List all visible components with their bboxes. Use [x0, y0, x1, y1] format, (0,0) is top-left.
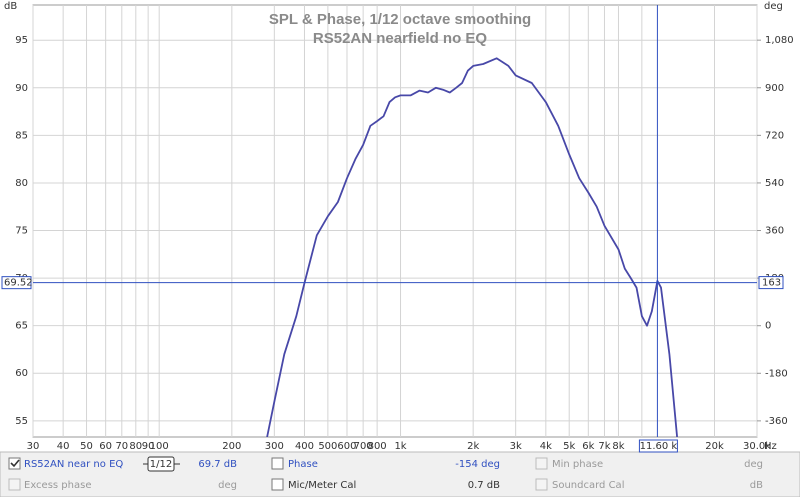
y-tick-label: 80: [15, 178, 28, 189]
excess-phase-unit: deg: [218, 480, 237, 491]
excess-phase-label: Excess phase: [24, 480, 92, 491]
min-phase-unit: deg: [744, 459, 763, 470]
soundcard-cal-label: Soundcard Cal: [552, 480, 624, 491]
min-phase-label: Min phase: [552, 459, 603, 470]
checkmark: [10, 459, 20, 468]
x-tick-label: 5k: [563, 441, 575, 452]
control-panel: [0, 451, 800, 497]
y2-unit: deg: [764, 1, 783, 12]
y2-tick-label: -180: [765, 368, 788, 379]
phase-label: Phase: [288, 459, 318, 470]
chart-subtitle: RS52AN nearfield no EQ: [313, 30, 488, 47]
y-tick-label: 65: [15, 321, 28, 332]
phase-value: -154 deg: [455, 459, 500, 470]
y2-tick-label: 1,080: [765, 35, 794, 46]
checkbox[interactable]: [271, 478, 284, 491]
x-tick-label: 70: [115, 441, 128, 452]
x-tick-label: 1k: [394, 441, 406, 452]
x-tick-label: 50: [80, 441, 93, 452]
cursor-label-box: [1, 276, 32, 290]
smoothing: 1/12: [150, 459, 172, 470]
plot-area: [32, 4, 758, 438]
x-tick-label: 20k: [705, 441, 724, 452]
x-tick-label: 500: [318, 441, 337, 452]
legend-label: RS52AN near no EQ: [24, 459, 123, 470]
y-tick-label: 55: [15, 416, 28, 427]
cursor-y2-label: 163: [762, 278, 781, 289]
cursor-x-label: 11.60 k: [640, 441, 678, 452]
x-tick-label: 800: [368, 441, 387, 452]
y2-tick-label: 540: [765, 178, 784, 189]
x-tick-label: 4k: [540, 441, 552, 452]
x-tick-label: 80: [129, 441, 142, 452]
cursor-y-label: 69.52: [4, 278, 33, 289]
spl-curve: [266, 57, 678, 437]
x-tick-label: 90: [142, 441, 155, 452]
checkbox[interactable]: [535, 457, 548, 470]
x-tick-label: 30.0k: [743, 441, 771, 452]
mic-cal-value: 0.7 dB: [468, 480, 500, 491]
checkbox[interactable]: [271, 457, 284, 470]
y-tick-label: 85: [15, 130, 28, 141]
chart-title: SPL & Phase, 1/12 octave smoothing: [269, 11, 531, 28]
x-tick-label: 8k: [612, 441, 624, 452]
mic-cal-label: Mic/Meter Cal: [288, 480, 356, 491]
x-tick-label: 6k: [582, 441, 594, 452]
x-tick-label: 30: [27, 441, 40, 452]
cursor-label-box: [638, 439, 678, 453]
y-tick-label: 90: [15, 83, 28, 94]
soundcard-cal-unit: dB: [750, 480, 763, 491]
spl-value: 69.7 dB: [198, 459, 237, 470]
y2-tick-label: 0: [765, 321, 771, 332]
x-tick-label: 200: [222, 441, 241, 452]
x-tick-label: 100: [150, 441, 169, 452]
y-tick-label: 60: [15, 368, 28, 379]
x-tick-label: 300: [265, 441, 284, 452]
y2-tick-label: 900: [765, 83, 784, 94]
y-tick-label: 75: [15, 226, 28, 237]
y-unit: dB: [4, 1, 17, 12]
checkbox[interactable]: [535, 478, 548, 491]
x-tick-label: 60: [99, 441, 112, 452]
checkbox[interactable]: [8, 457, 21, 470]
checkbox[interactable]: [8, 478, 21, 491]
x-tick-label: 3k: [510, 441, 522, 452]
x-unit: Hz: [764, 441, 777, 452]
x-tick-label: 40: [57, 441, 70, 452]
y-tick-label: 95: [15, 35, 28, 46]
smoothing-button[interactable]: [147, 456, 175, 472]
x-tick-label: 7k: [598, 441, 610, 452]
cursor-label-box: [758, 276, 784, 290]
y2-tick-label: 720: [765, 130, 784, 141]
x-tick-label: 400: [295, 441, 314, 452]
x-tick-label: 600: [337, 441, 356, 452]
x-tick-label: 700: [354, 441, 373, 452]
y2-tick-label: 360: [765, 226, 784, 237]
x-tick-label: 2k: [467, 441, 479, 452]
y2-tick-label: -360: [765, 416, 788, 427]
